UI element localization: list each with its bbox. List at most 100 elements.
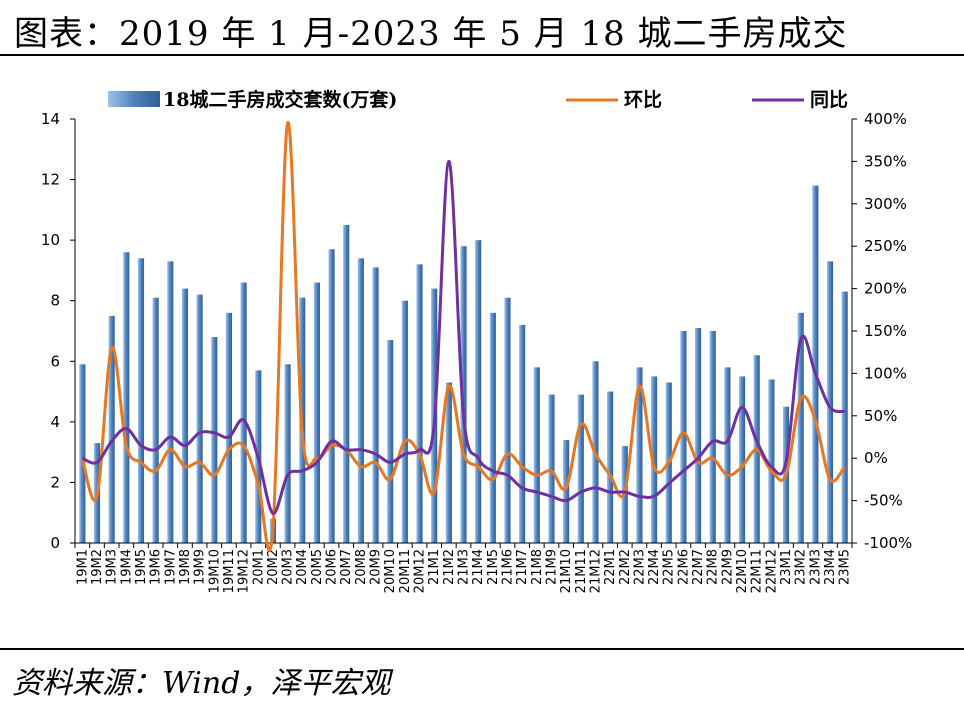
bar-21M2 (445, 382, 452, 543)
x-tick-label-23M1: 23M1 (779, 549, 794, 585)
x-tick-label-23M3: 23M3 (808, 549, 823, 585)
bar-21M8 (533, 367, 540, 543)
bar-19M8 (181, 288, 189, 543)
x-tick-label-22M11: 22M11 (750, 549, 765, 593)
x-tick-label-21M2: 21M2 (442, 549, 457, 585)
x-tick-label-20M3: 20M3 (281, 549, 296, 585)
y-left-tick-label: 14 (41, 110, 60, 128)
x-tick-label-20M2: 20M2 (266, 549, 281, 585)
legend-label-yoy: 同比 (810, 89, 848, 111)
x-tick-label-21M1: 21M1 (427, 549, 442, 585)
legend-bar-swatch (108, 91, 160, 107)
line-series (80, 121, 846, 552)
bar-19M4 (123, 252, 130, 543)
x-tick-label-21M3: 21M3 (457, 549, 472, 585)
bar-20M12 (416, 264, 423, 543)
x-tick-label-19M12: 19M12 (237, 549, 252, 593)
y-left-tick-label: 8 (50, 292, 60, 310)
x-tick-label-22M10: 22M10 (735, 549, 750, 593)
y-right-tick-label: 100% (864, 364, 907, 382)
x-tick-label-20M1: 20M1 (251, 549, 266, 585)
x-tick-label-21M5: 21M5 (486, 549, 501, 585)
bar-22M6 (680, 331, 687, 543)
bar-19M9 (196, 294, 203, 543)
y-right-tick-label: -50% (864, 492, 903, 510)
y-right-tick-label: 250% (864, 237, 907, 255)
y-right-tick-label: 300% (864, 195, 907, 213)
x-tick-label-21M9: 21M9 (544, 549, 559, 585)
x-tick-label-19M11: 19M11 (222, 549, 237, 593)
bar-19M11 (225, 312, 233, 543)
y-right-tick-label: 350% (864, 152, 907, 170)
x-tick-label-21M11: 21M11 (574, 549, 589, 593)
bar-21M6 (504, 297, 511, 543)
bar-23M4 (826, 261, 834, 543)
y-left-tick-label: 12 (41, 171, 60, 189)
source-divider (0, 648, 964, 650)
x-tick-label-20M8: 20M8 (354, 549, 369, 585)
x-tick-label-22M6: 22M6 (676, 549, 691, 585)
y-left-tick-label: 4 (50, 413, 60, 431)
bar-21M9 (548, 394, 555, 543)
bar-19M3 (108, 315, 115, 543)
x-tick-label-20M9: 20M9 (369, 549, 384, 585)
bar-22M4 (651, 376, 658, 543)
bar-23M2 (797, 312, 804, 543)
bar-19M7 (167, 261, 174, 543)
source-note: 资料来源：Wind，泽平宏观 (12, 666, 391, 701)
bar-22M1 (607, 391, 614, 543)
y-right-tick-label: -100% (864, 534, 912, 552)
x-tick-label-20M5: 20M5 (310, 549, 325, 585)
y-left-tick-label: 10 (41, 231, 60, 249)
x-tick-label-22M4: 22M4 (647, 549, 662, 585)
bar-20M8 (357, 258, 364, 543)
x-tick-label-19M8: 19M8 (178, 549, 193, 585)
bar-series (79, 185, 848, 543)
bar-21M3 (460, 246, 467, 543)
bar-19M5 (137, 258, 145, 543)
bar-21M11 (577, 394, 584, 543)
x-tick-label-21M8: 21M8 (530, 549, 545, 585)
bar-21M7 (519, 324, 526, 543)
bar-21M4 (475, 240, 482, 543)
x-tick-label-23M5: 23M5 (838, 549, 853, 585)
y-right-tick-label: 0% (864, 449, 888, 467)
x-tick-label-22M7: 22M7 (691, 549, 706, 585)
bar-22M8 (709, 331, 716, 543)
x-tick-label-22M2: 22M2 (618, 549, 633, 585)
bar-20M10 (387, 340, 394, 543)
x-tick-label-22M9: 22M9 (720, 549, 735, 585)
x-tick-label-19M1: 19M1 (75, 549, 90, 585)
x-tick-label-19M5: 19M5 (134, 549, 149, 585)
x-tick-label-21M10: 21M10 (559, 549, 574, 593)
bar-22M7 (694, 327, 702, 543)
x-tick-label-21M7: 21M7 (515, 549, 530, 585)
bar-20M6 (328, 249, 335, 543)
y-left-tick-label: 0 (50, 534, 60, 552)
bar-21M5 (489, 312, 496, 543)
x-tick-label-19M7: 19M7 (163, 549, 178, 585)
y-right-tick-label: 150% (864, 322, 907, 340)
x-tick-label-19M9: 19M9 (193, 549, 208, 585)
bar-21M10 (563, 440, 570, 543)
x-tick-label-19M3: 19M3 (105, 549, 120, 585)
legend-label-mom: 环比 (624, 89, 662, 111)
x-tick-label-20M7: 20M7 (339, 549, 354, 585)
legend-label-bars: 18城二手房成交套数(万套) (163, 88, 397, 111)
x-tick-label-20M4: 20M4 (295, 549, 310, 585)
bar-23M3 (812, 185, 819, 543)
bar-22M12 (768, 379, 775, 543)
y-right-tick-label: 200% (864, 280, 907, 298)
x-tick-label-23M2: 23M2 (794, 549, 809, 585)
x-tick-label-22M1: 22M1 (603, 549, 618, 585)
bar-20M5 (313, 282, 320, 543)
y-right-tick-label: 50% (864, 407, 897, 425)
y-right-tick-label: 400% (864, 110, 907, 128)
mom-line (80, 121, 846, 552)
bar-19M6 (152, 297, 159, 543)
chart-title: 图表：2019 年 1 月-2023 年 5 月 18 城二手房成交 (14, 14, 848, 54)
x-tick-label-19M6: 19M6 (149, 549, 164, 585)
bar-22M10 (738, 376, 746, 543)
bar-22M3 (636, 367, 643, 543)
